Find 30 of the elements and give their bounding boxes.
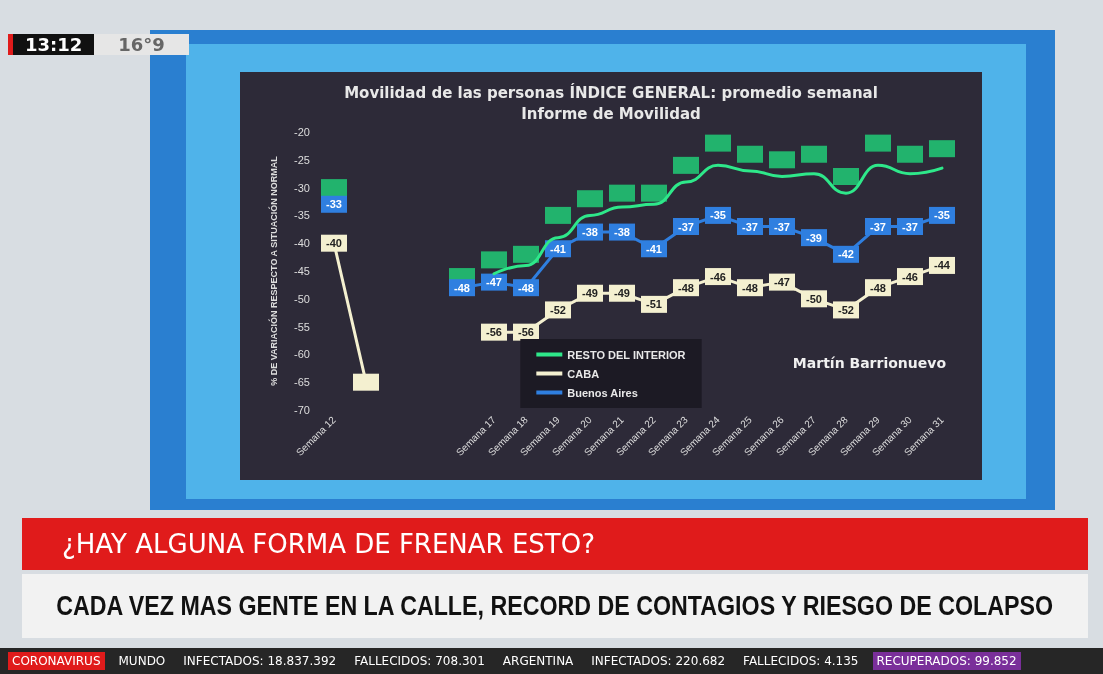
text: INFECTADOS: 18.837.392	[182, 653, 338, 670]
legend-label: Buenos Aires	[567, 386, 638, 399]
y-tick-label: -40	[294, 237, 310, 250]
text: CORONAVIRUS	[8, 652, 105, 670]
text: 13:12	[8, 33, 95, 55]
text: ¿HAY ALGUNA FORMA DE FRENAR ESTO?	[22, 518, 1088, 570]
legend-label: RESTO DEL INTERIOR	[567, 348, 686, 361]
chart-subtitle: Informe de Movilidad	[521, 104, 701, 123]
text: ARGENTINA	[501, 653, 575, 670]
y-tick-label: -65	[294, 376, 310, 389]
text: 16°9	[94, 33, 189, 55]
y-tick-label: -30	[294, 181, 310, 194]
y-tick-label: -25	[294, 153, 310, 166]
text: MUNDO	[117, 653, 167, 670]
y-tick-label: -60	[294, 348, 310, 361]
text: FALLECIDOS: 4.135	[742, 653, 860, 670]
text: INFECTADOS: 220.682	[590, 653, 727, 670]
y-tick-label: -55	[294, 320, 310, 333]
y-tick-label: -35	[294, 209, 310, 222]
y-tick-label: -45	[294, 265, 310, 277]
y-tick-label: -70	[294, 404, 310, 416]
text: FALLECIDOS: 708.301	[353, 653, 486, 670]
annotation: Martín Barrionuevo	[792, 355, 947, 371]
y-tick-label: -20	[294, 126, 310, 138]
y-axis-title: % DE VARIACIÓN RESPECTO A SITUACIÓN NORMAL	[267, 155, 279, 386]
text: CADA VEZ MAS GENTE EN LA CALLE, RECORD DE CONTAGIOS Y RIESGO DE COLAPSO	[56, 590, 1054, 622]
text: RECUPERADOS: 99.852	[872, 652, 1021, 670]
legend-label: CABA	[567, 367, 600, 380]
y-tick-label: -50	[294, 292, 310, 305]
chart-title: Movilidad de las personas ÍNDICE GENERAL: promedio semanal	[344, 82, 878, 102]
